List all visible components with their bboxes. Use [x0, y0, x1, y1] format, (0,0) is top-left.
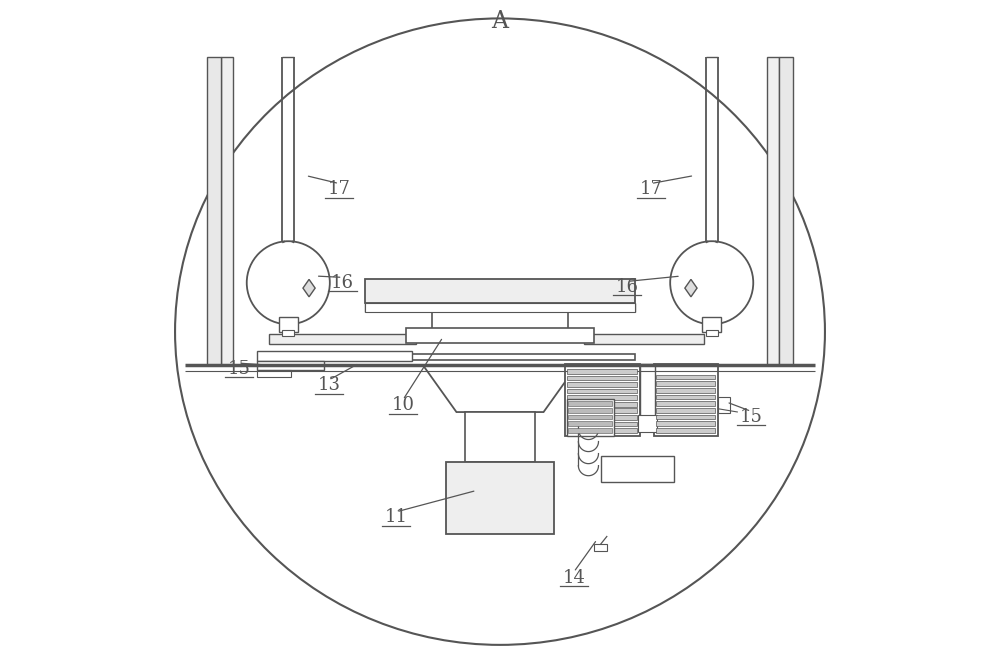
Bar — [567, 415, 637, 419]
Bar — [656, 375, 715, 379]
Bar — [567, 389, 637, 393]
Polygon shape — [303, 279, 315, 297]
Bar — [279, 317, 298, 332]
Bar — [584, 334, 704, 344]
Bar — [568, 408, 612, 413]
Bar — [567, 395, 637, 400]
Bar — [257, 351, 412, 361]
Bar — [638, 415, 657, 432]
Bar — [656, 388, 715, 393]
Bar — [656, 428, 715, 433]
Bar — [594, 544, 607, 551]
Bar — [465, 412, 535, 462]
Bar — [779, 57, 793, 365]
Bar — [567, 402, 637, 407]
Text: 15: 15 — [227, 360, 250, 377]
Bar — [257, 370, 291, 377]
Bar — [640, 364, 655, 419]
Bar — [656, 395, 715, 399]
Polygon shape — [423, 365, 577, 412]
Polygon shape — [685, 279, 697, 297]
Bar — [565, 364, 640, 436]
Text: 11: 11 — [385, 509, 408, 526]
Bar — [221, 57, 233, 365]
Bar — [654, 364, 718, 436]
Bar — [656, 381, 715, 386]
Bar — [567, 409, 637, 413]
Text: 16: 16 — [616, 278, 639, 295]
Bar — [656, 415, 715, 419]
Bar — [568, 421, 612, 426]
Bar — [406, 328, 594, 343]
Bar — [257, 361, 324, 370]
Text: 16: 16 — [331, 274, 354, 291]
Bar — [656, 408, 715, 413]
Bar — [365, 279, 635, 303]
Bar — [706, 330, 718, 336]
Bar — [718, 397, 730, 413]
Ellipse shape — [175, 18, 825, 645]
Text: 17: 17 — [639, 180, 662, 198]
Text: 17: 17 — [328, 180, 351, 198]
Bar — [567, 428, 637, 433]
Circle shape — [247, 241, 330, 324]
Bar — [567, 421, 637, 426]
Bar — [282, 330, 294, 336]
Text: 15: 15 — [740, 408, 763, 425]
Bar — [567, 382, 637, 387]
Bar — [568, 415, 612, 419]
Text: A: A — [492, 10, 509, 33]
Bar — [656, 401, 715, 406]
Circle shape — [670, 241, 753, 324]
Bar — [600, 456, 674, 482]
Bar — [568, 428, 612, 433]
Text: 14: 14 — [562, 569, 585, 586]
Bar — [567, 399, 614, 436]
Bar — [207, 57, 221, 365]
Text: 10: 10 — [391, 397, 414, 414]
Text: 13: 13 — [318, 377, 341, 394]
Bar — [269, 334, 416, 344]
Bar — [702, 317, 721, 332]
Bar — [656, 421, 715, 426]
Bar — [365, 303, 635, 312]
Bar — [567, 376, 637, 381]
Bar — [365, 354, 635, 360]
Bar — [446, 462, 554, 534]
Bar — [568, 401, 612, 406]
Bar — [767, 57, 779, 365]
Bar — [567, 369, 637, 374]
